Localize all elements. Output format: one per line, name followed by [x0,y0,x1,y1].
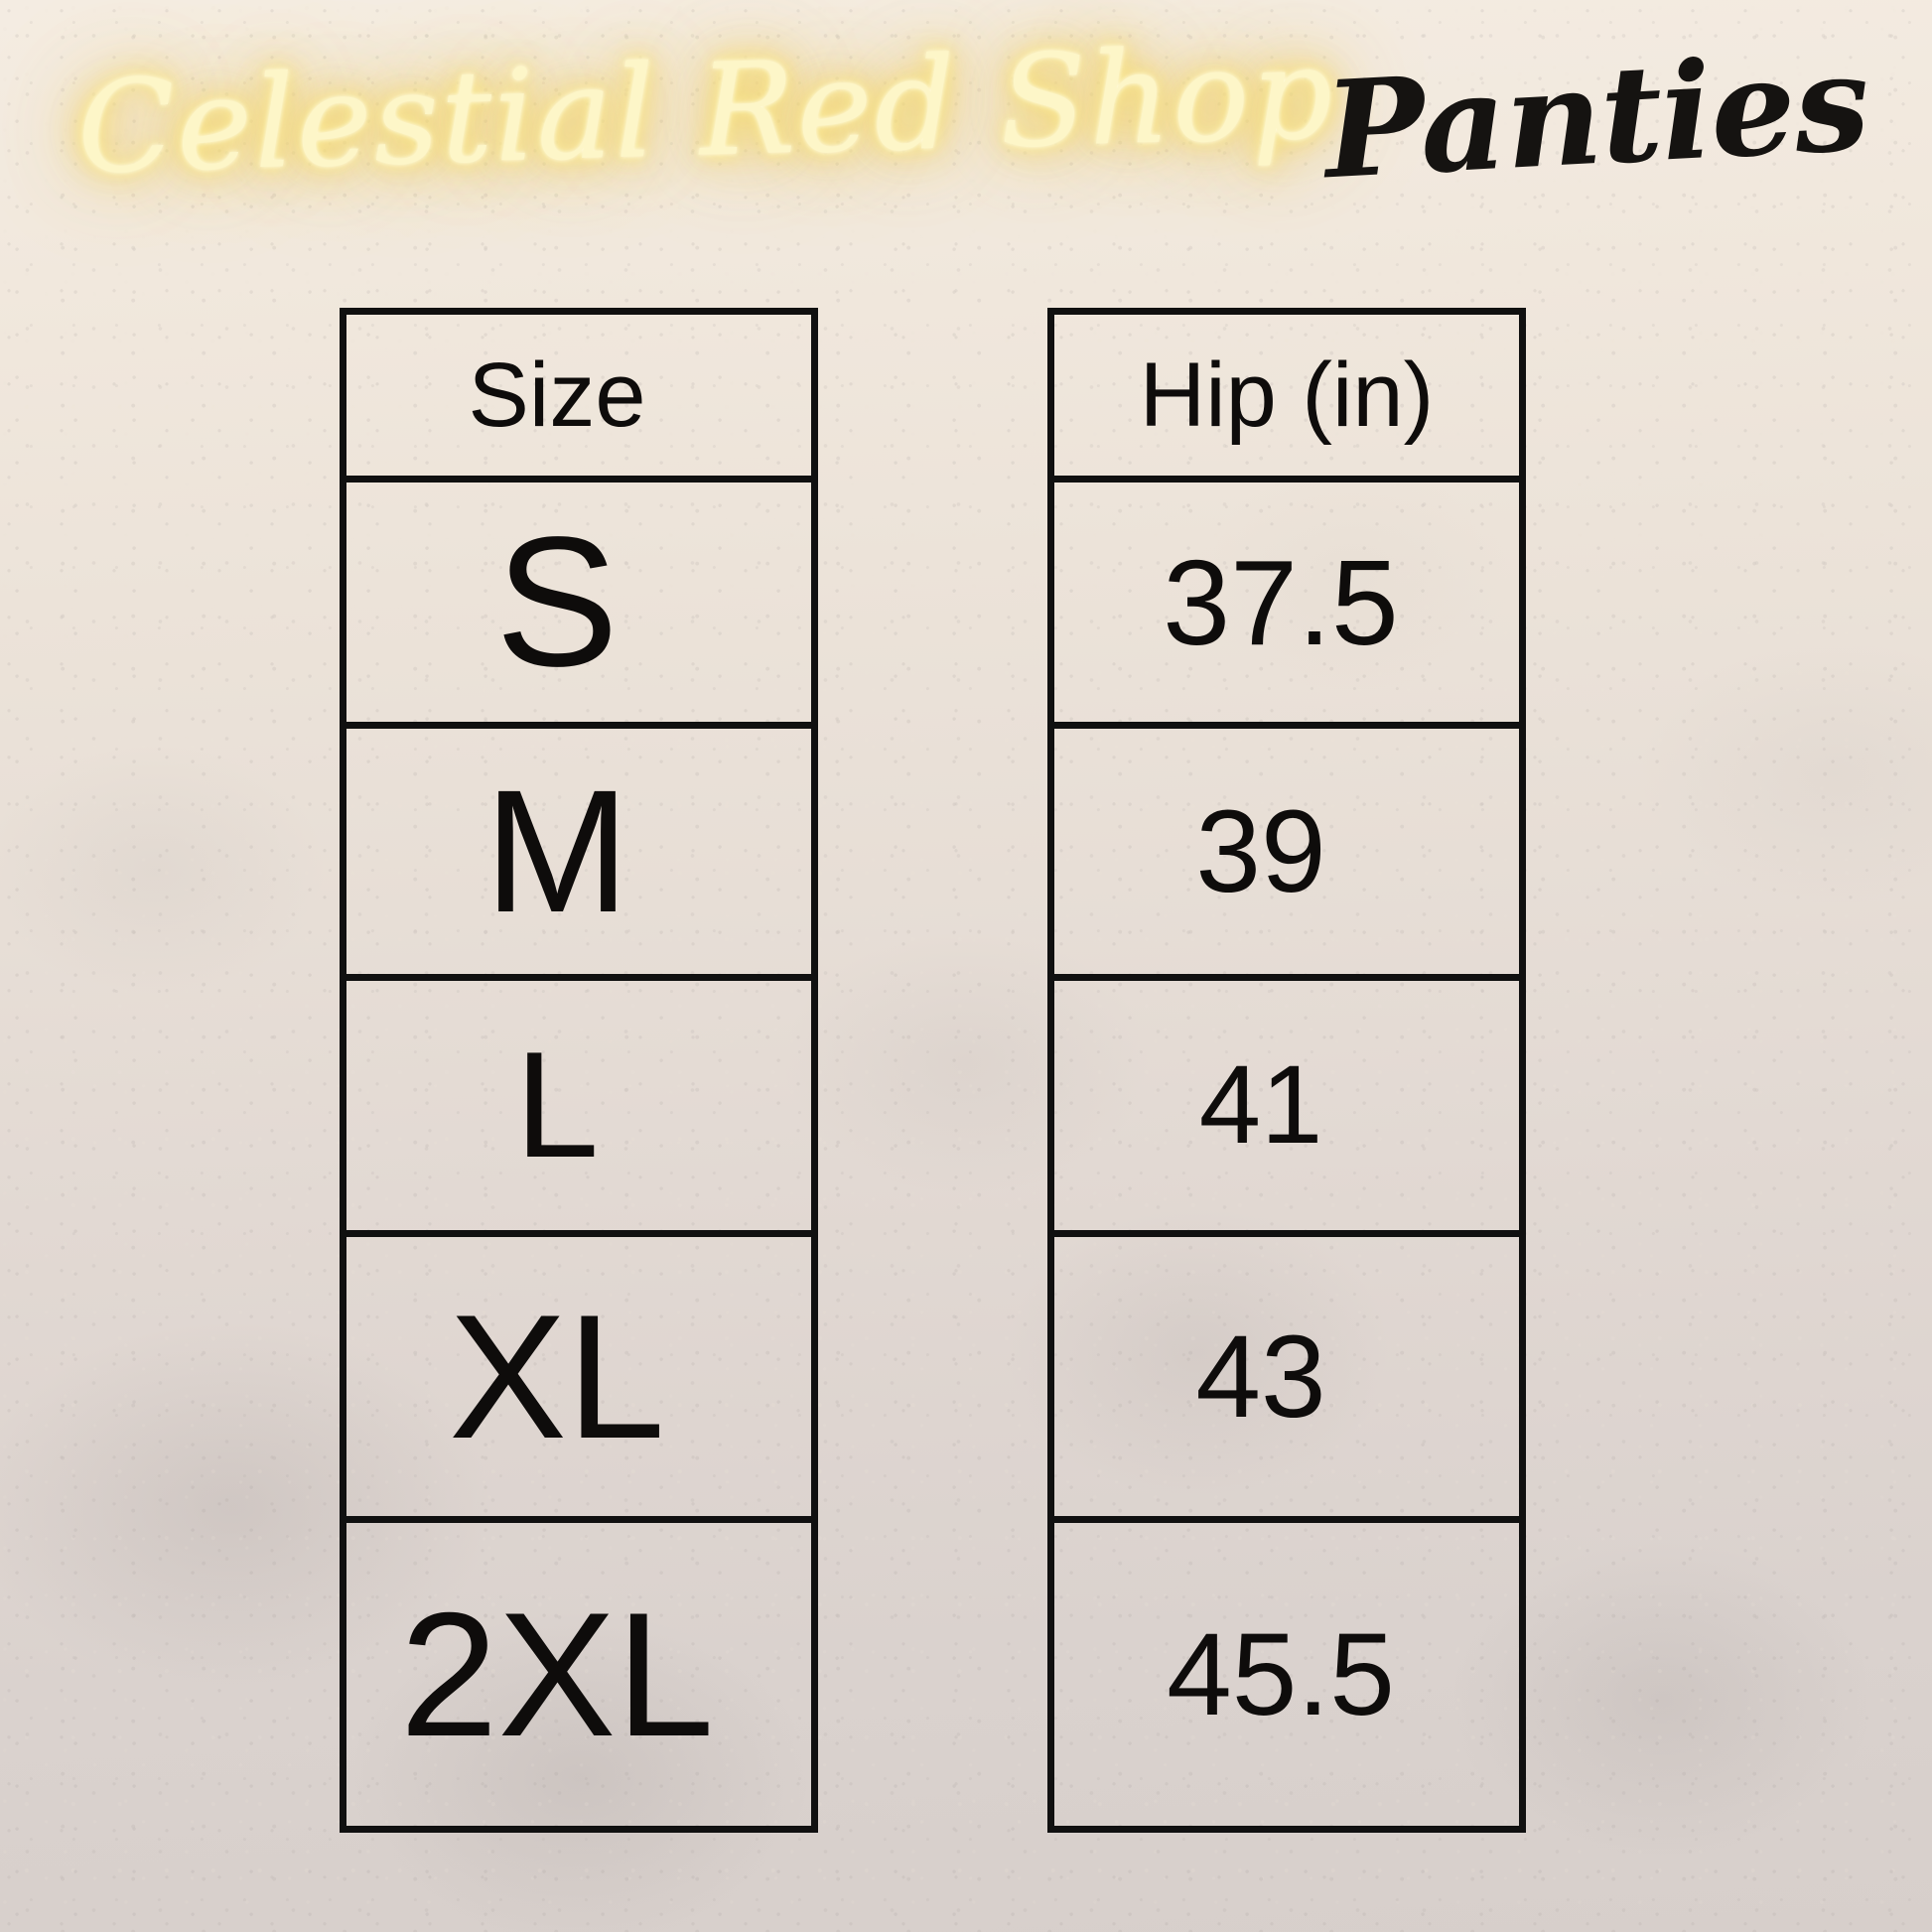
table-row: 37.5 [1054,483,1519,730]
size-column-header: Size [468,345,646,447]
size-column-table: Size S M L XL 2XL [340,308,818,1833]
size-value-xl: XL [449,1277,665,1475]
table-row: 41 [1054,981,1519,1237]
hip-value-s: 37.5 [1163,534,1399,670]
size-header-row: Size [346,315,811,483]
hip-column-header: Hip (in) [1139,345,1435,447]
brand-neon-logo: Celestial Red Shop [75,19,1337,204]
hip-header-row: Hip (in) [1054,315,1519,483]
table-row: L [346,981,811,1237]
size-value-2xl: 2XL [399,1575,715,1773]
hip-value-l: 41 [1198,1042,1323,1168]
header-band: Celestial Red Shop Panties [0,0,1932,288]
size-value-s: S [494,498,620,705]
size-value-l: L [514,1021,600,1190]
table-row: 43 [1054,1237,1519,1524]
table-row: S [346,483,811,730]
hip-column-table: Hip (in) 37.5 39 41 43 45.5 [1047,308,1526,1833]
hip-value-xl: 43 [1195,1311,1326,1443]
table-row: 45.5 [1054,1523,1519,1826]
table-row: XL [346,1237,811,1524]
size-value-m: M [483,754,630,949]
table-row: 39 [1054,729,1519,981]
product-title: Panties [1320,23,1872,209]
hip-value-2xl: 45.5 [1167,1608,1395,1740]
table-row: 2XL [346,1523,811,1826]
hip-value-m: 39 [1195,785,1326,917]
table-row: M [346,729,811,981]
